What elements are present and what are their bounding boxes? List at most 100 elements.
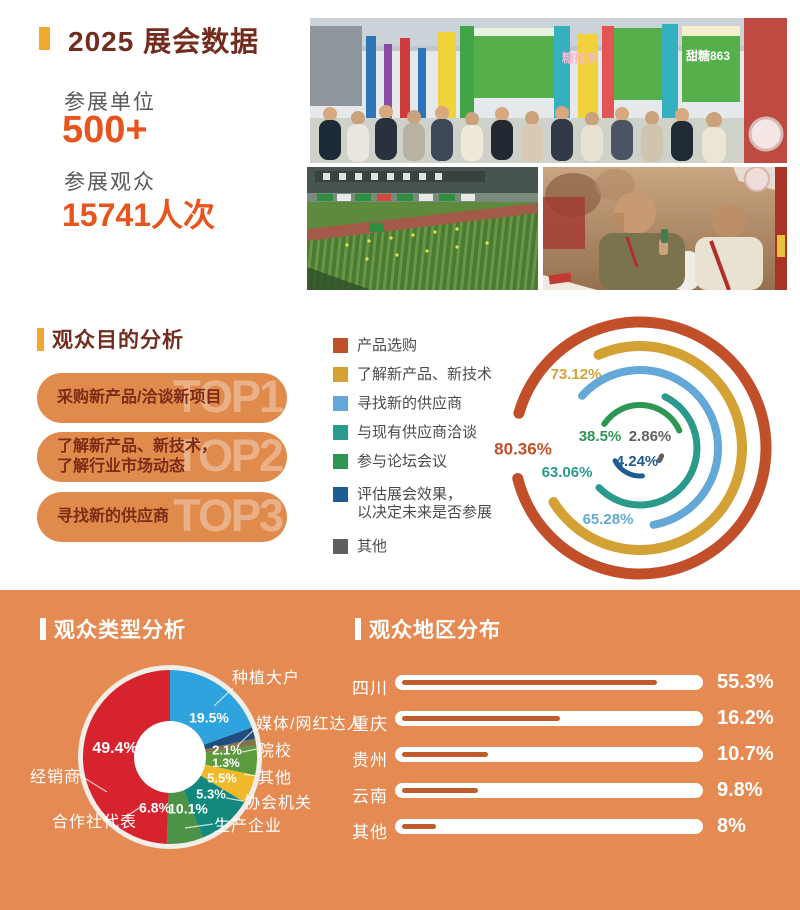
donut-slice-name-6: 合作社代表 bbox=[52, 814, 138, 831]
field-marker-flags bbox=[345, 227, 489, 261]
region-value-3: 9.8% bbox=[717, 779, 763, 801]
legend-label-2: 寻找新的供应商 bbox=[357, 395, 463, 412]
region-value-1: 16.2% bbox=[717, 707, 774, 729]
radial-arc-6 bbox=[656, 453, 665, 464]
radial-arc-0 bbox=[512, 316, 772, 580]
donut-slice-3 bbox=[170, 745, 257, 776]
wall-fan-icon bbox=[748, 116, 784, 152]
donut-slice-value-5: 10.1% bbox=[168, 801, 208, 817]
donut-slice-name-1: 媒体/网红达人 bbox=[256, 716, 364, 733]
radial-arc-2 bbox=[578, 366, 722, 529]
legend-swatch-4 bbox=[333, 454, 348, 469]
donut-slice-value-2: 1.3% bbox=[212, 756, 240, 770]
photo-trial-field bbox=[307, 167, 538, 290]
legend-swatch-0 bbox=[333, 338, 348, 353]
top2-label: 了解新产品、新技术， 了解行业市场动态 bbox=[57, 438, 218, 475]
booth-banner-text-2: 甜糖863 bbox=[686, 48, 730, 63]
page-title: 2025 展会数据 bbox=[68, 26, 260, 57]
donut-leader-line-4 bbox=[225, 797, 244, 802]
donut-slice-7 bbox=[82, 670, 170, 844]
title-accent-bar bbox=[39, 27, 50, 50]
building-sign-marks bbox=[323, 173, 442, 180]
photo-forum-audience bbox=[543, 167, 787, 290]
region-name-0: 四川 bbox=[352, 679, 388, 698]
red-banner bbox=[775, 167, 787, 290]
legend-item-1: 了解新产品、新技术 bbox=[333, 366, 492, 384]
region-value-0: 55.3% bbox=[717, 671, 774, 693]
radial-arc-value-4: 38.5% bbox=[579, 428, 622, 445]
booth-pillars bbox=[366, 18, 787, 163]
region-value-2: 10.7% bbox=[717, 743, 774, 765]
donut-leader-line-2 bbox=[241, 748, 258, 753]
top3-label: 寻找新的供应商 bbox=[57, 508, 170, 525]
legend-item-3: 与现有供应商洽谈 bbox=[333, 424, 477, 442]
legend-item-0: 产品选购 bbox=[333, 337, 417, 355]
stat-exhibitors-value: 500+ bbox=[62, 109, 148, 151]
legend-swatch-5 bbox=[333, 487, 348, 502]
legend-label-0: 产品选购 bbox=[357, 337, 418, 354]
radial-arc-value-2: 65.28% bbox=[583, 511, 634, 528]
legend-label-3: 与现有供应商洽谈 bbox=[357, 424, 478, 441]
region-name-4: 其他 bbox=[352, 823, 388, 842]
running-track bbox=[307, 203, 538, 241]
donut-leader-line-7 bbox=[77, 773, 108, 793]
region-bar-fill-3 bbox=[402, 788, 478, 793]
donut-slice-value-7: 49.4% bbox=[92, 740, 137, 757]
legend-item-4: 参与论坛会议 bbox=[333, 453, 447, 471]
donut-leader-line-0 bbox=[213, 687, 234, 707]
purpose-top3-pill: TOP3 寻找新的供应商 bbox=[37, 492, 287, 542]
region-name-3: 云南 bbox=[352, 787, 388, 806]
legend-item-5: 评估展会效果， 以决定未来是否参展 bbox=[333, 486, 492, 522]
legend-item-6: 其他 bbox=[333, 538, 387, 556]
legend-label-1: 了解新产品、新技术 bbox=[357, 366, 493, 383]
legend-swatch-1 bbox=[333, 367, 348, 382]
radial-arc-5 bbox=[612, 458, 645, 479]
radial-arc-1 bbox=[548, 341, 747, 555]
stat-visitors-label: 参展观众 bbox=[64, 171, 156, 194]
donut-slice-name-7: 经销商 bbox=[30, 769, 82, 786]
donut-slice-name-4: 协会机关 bbox=[244, 795, 313, 812]
region-bar-fill-2 bbox=[402, 752, 488, 757]
radial-arc-4 bbox=[601, 402, 683, 434]
legend-label-4: 参与论坛会议 bbox=[357, 453, 448, 470]
region-bar-fill-0 bbox=[402, 680, 657, 685]
legend-swatch-2 bbox=[333, 396, 348, 411]
radial-arc-value-3: 63.06% bbox=[542, 464, 593, 481]
donut-slice-value-0: 19.5% bbox=[189, 710, 229, 726]
donut-slice-value-4: 5.3% bbox=[196, 786, 226, 801]
region-accent-bar bbox=[355, 618, 361, 640]
purpose-radial-chart: 80.36% 73.12% 65.28% 63.06% 38.5% 4.24% 2.86% bbox=[494, 316, 772, 580]
donut-slice-value-3: 5.5% bbox=[207, 770, 237, 785]
donut-leader-line-6 bbox=[120, 805, 143, 821]
photo-exhibition-hall: 糖拉多 甜糖863 bbox=[310, 18, 787, 163]
legend-swatch-3 bbox=[333, 425, 348, 440]
photo-trial-field-art bbox=[307, 167, 538, 290]
legend-label-5: 评估展会效果， 以决定未来是否参展 bbox=[357, 486, 493, 521]
donut-slice-name-3: 其他 bbox=[258, 770, 293, 787]
donut-leader-line-5 bbox=[184, 823, 214, 829]
purpose-top1-pill: TOP1 采购新产品/洽谈新项目 bbox=[37, 373, 287, 423]
crop-rows bbox=[307, 213, 538, 290]
photo-exhibition-hall-art: 糖拉多 甜糖863 bbox=[310, 18, 787, 163]
photo-forum-audience-art bbox=[543, 167, 787, 290]
region-bar-fill-4 bbox=[402, 824, 436, 829]
visitor-type-donut-chart: 19.5% 2.1%1.3%5.5%5.3%10.1%6.8% 49.4% bbox=[77, 665, 262, 849]
donut-slice-name-0: 种植大户 bbox=[232, 670, 301, 687]
region-bar-fill-1 bbox=[402, 716, 560, 721]
region-value-4: 8% bbox=[717, 815, 746, 837]
donut-slice-name-5: 生产企业 bbox=[214, 818, 283, 835]
audience-person-front bbox=[599, 192, 685, 290]
wall-fan-icon bbox=[744, 167, 770, 192]
purpose-accent-bar bbox=[37, 328, 44, 351]
top1-badge: TOP1 bbox=[173, 373, 284, 422]
legend-label-6: 其他 bbox=[357, 538, 388, 555]
radial-arc-value-5: 4.24% bbox=[616, 453, 659, 470]
type-section-title: 观众类型分析 bbox=[54, 619, 186, 642]
crowd-figures bbox=[319, 105, 726, 163]
stat-visitors-value: 15741人次 bbox=[62, 197, 215, 233]
region-bar-track-4 bbox=[395, 819, 703, 834]
legend-item-2: 寻找新的供应商 bbox=[333, 395, 462, 413]
region-bar-track-2 bbox=[395, 747, 703, 762]
donut-slice-value-6: 6.8% bbox=[139, 800, 171, 816]
booth-sign-strip bbox=[307, 193, 538, 202]
